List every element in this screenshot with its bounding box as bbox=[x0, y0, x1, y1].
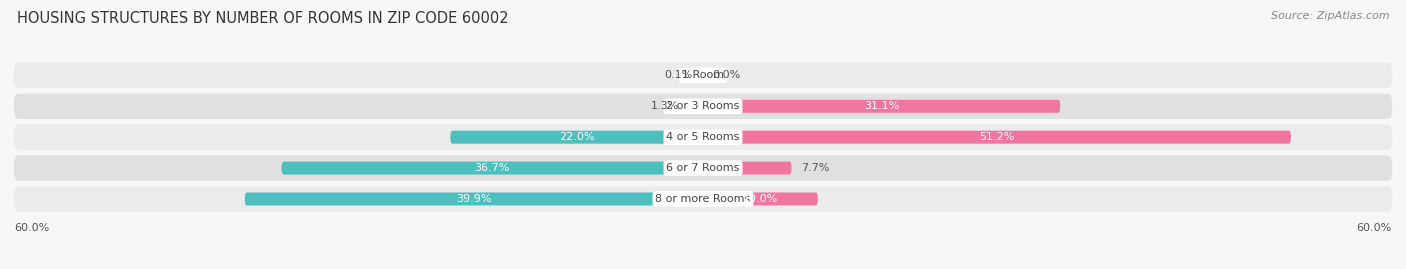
FancyBboxPatch shape bbox=[688, 100, 703, 113]
FancyBboxPatch shape bbox=[450, 131, 703, 144]
Text: 51.2%: 51.2% bbox=[979, 132, 1015, 142]
FancyBboxPatch shape bbox=[14, 186, 1392, 212]
Text: 1 Room: 1 Room bbox=[682, 70, 724, 80]
Text: HOUSING STRUCTURES BY NUMBER OF ROOMS IN ZIP CODE 60002: HOUSING STRUCTURES BY NUMBER OF ROOMS IN… bbox=[17, 11, 509, 26]
Text: 4 or 5 Rooms: 4 or 5 Rooms bbox=[666, 132, 740, 142]
FancyBboxPatch shape bbox=[703, 193, 818, 206]
Text: 60.0%: 60.0% bbox=[1357, 223, 1392, 233]
Text: Source: ZipAtlas.com: Source: ZipAtlas.com bbox=[1271, 11, 1389, 21]
Text: 1.3%: 1.3% bbox=[651, 101, 679, 111]
FancyBboxPatch shape bbox=[702, 69, 704, 82]
Text: 31.1%: 31.1% bbox=[863, 101, 900, 111]
Text: 22.0%: 22.0% bbox=[560, 132, 595, 142]
Text: 39.9%: 39.9% bbox=[456, 194, 492, 204]
Text: 2 or 3 Rooms: 2 or 3 Rooms bbox=[666, 101, 740, 111]
Text: 8 or more Rooms: 8 or more Rooms bbox=[655, 194, 751, 204]
Text: 6 or 7 Rooms: 6 or 7 Rooms bbox=[666, 163, 740, 173]
Text: 36.7%: 36.7% bbox=[475, 163, 510, 173]
Text: 0.1%: 0.1% bbox=[665, 70, 693, 80]
FancyBboxPatch shape bbox=[14, 63, 1392, 88]
FancyBboxPatch shape bbox=[703, 100, 1060, 113]
FancyBboxPatch shape bbox=[703, 162, 792, 175]
FancyBboxPatch shape bbox=[14, 94, 1392, 119]
FancyBboxPatch shape bbox=[245, 193, 703, 206]
FancyBboxPatch shape bbox=[281, 162, 703, 175]
Text: 0.0%: 0.0% bbox=[713, 70, 741, 80]
FancyBboxPatch shape bbox=[703, 131, 1291, 144]
FancyBboxPatch shape bbox=[14, 155, 1392, 181]
Text: 10.0%: 10.0% bbox=[742, 194, 778, 204]
Text: 7.7%: 7.7% bbox=[800, 163, 830, 173]
Text: 60.0%: 60.0% bbox=[14, 223, 49, 233]
FancyBboxPatch shape bbox=[14, 125, 1392, 150]
